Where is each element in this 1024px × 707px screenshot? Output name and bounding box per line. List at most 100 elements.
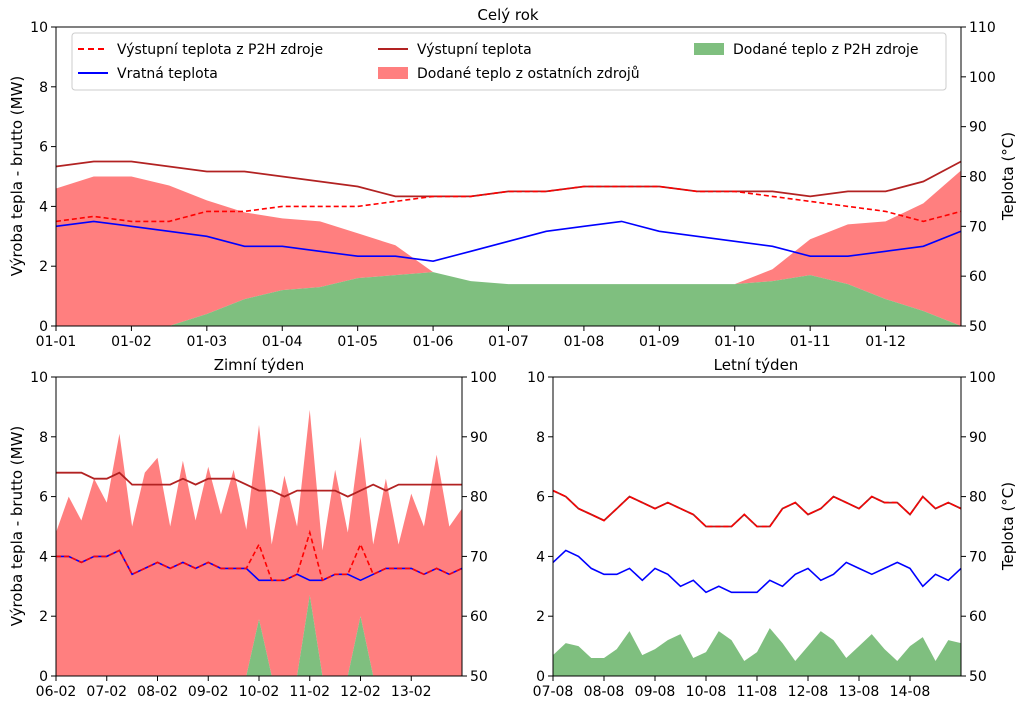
winter-title: Zimní týden xyxy=(214,356,305,374)
year-xtick-label: 01-06 xyxy=(413,334,454,350)
year-xtick-label: 01-12 xyxy=(865,334,906,350)
winter-area-heat-p2h xyxy=(56,595,462,676)
year-plot-content xyxy=(55,160,962,326)
winter-plot-content xyxy=(56,409,463,676)
year-area-heat-p2h xyxy=(56,272,961,326)
winter-ytick-right-label: 50 xyxy=(470,669,488,685)
winter-ytick-left-label: 10 xyxy=(30,370,48,386)
summer-ytick-right-label: 50 xyxy=(969,669,987,685)
winter-xtick-label: 08-02 xyxy=(137,684,178,700)
year-ytick-left-label: 6 xyxy=(39,140,48,156)
winter-line-outlet xyxy=(56,471,462,498)
year-ytick-left-label: 8 xyxy=(39,80,48,96)
summer-title: Letní týden xyxy=(714,356,799,374)
year-line-outlet xyxy=(55,160,962,198)
year-xtick-label: 01-02 xyxy=(111,334,152,350)
legend-swatch-heat-p2h xyxy=(694,43,724,55)
year-ytick-right-label: 110 xyxy=(969,20,996,36)
summer-xtick-label: 14-08 xyxy=(890,684,931,700)
year-ticks: 0 2 4 6 8 10 50 60 70 80 90 100 110 01-01 01-02 01-03 01… xyxy=(30,20,996,350)
summer-ytick-left-label: 0 xyxy=(536,669,545,685)
summer-xtick-label: 07-08 xyxy=(533,684,574,700)
year-ytick-right-label: 80 xyxy=(969,170,987,186)
winter-ytick-left-label: 8 xyxy=(39,430,48,446)
winter-ylabel-left: Výroba tepla - brutto (MW) xyxy=(8,426,26,627)
winter-ytick-left-label: 4 xyxy=(39,549,48,565)
winter-ytick-right-label: 70 xyxy=(470,549,488,565)
summer-plot-content xyxy=(552,489,962,676)
year-ytick-left-label: 0 xyxy=(39,319,48,335)
summer-line-return xyxy=(552,549,962,594)
winter-ytick-right-label: 100 xyxy=(470,370,497,386)
year-ytick-left-label: 4 xyxy=(39,199,48,215)
summer-line-p2h-outlet xyxy=(552,489,962,528)
year-xtick-label: 01-04 xyxy=(262,334,303,350)
winter-area-heat-other xyxy=(56,409,462,676)
winter-xtick-label: 10-02 xyxy=(239,684,280,700)
summer-ticks: 0 2 4 6 8 10 50 60 70 80 90 100 07-08 08-08 09-08 10-08… xyxy=(527,370,996,700)
summer-ytick-left-label: 6 xyxy=(536,490,545,506)
year-xtick-label: 01-07 xyxy=(488,334,529,350)
year-xtick-label: 01-10 xyxy=(714,334,755,350)
year-xtick-label: 01-01 xyxy=(36,334,77,350)
summer-ytick-left-label: 8 xyxy=(536,430,545,446)
year-ytick-right-label: 60 xyxy=(969,269,987,285)
year-ytick-right-label: 100 xyxy=(969,70,996,86)
year-xtick-label: 01-09 xyxy=(639,334,680,350)
summer-line-outlet xyxy=(552,489,962,528)
panel-summer: 0 2 4 6 8 10 50 60 70 80 90 100 07-08 08-08 09-08 10-08… xyxy=(527,356,1017,700)
winter-ytick-left-label: 6 xyxy=(39,490,48,506)
winter-ytick-right-label: 90 xyxy=(470,430,488,446)
winter-ytick-right-label: 60 xyxy=(470,609,488,625)
summer-xtick-label: 09-08 xyxy=(635,684,676,700)
winter-line-p2h-outlet xyxy=(56,529,463,582)
legend-label-heat-other: Dodané teplo z ostatních zdrojů xyxy=(417,66,640,82)
summer-ytick-left-label: 2 xyxy=(536,609,545,625)
summer-xtick-label: 12-08 xyxy=(788,684,829,700)
summer-ytick-left-label: 10 xyxy=(527,370,545,386)
winter-xtick-label: 11-02 xyxy=(289,684,330,700)
legend-frame xyxy=(71,32,947,91)
winter-xtick-label: 09-02 xyxy=(188,684,229,700)
legend-label-p2h-outlet: Výstupní teplota z P2H zdroje xyxy=(117,42,323,58)
winter-ytick-right-label: 80 xyxy=(470,490,488,506)
year-line-p2h-outlet xyxy=(55,185,962,223)
winter-ticks: 0 2 4 6 8 10 50 60 70 80 90 100 06-02 07-02 08-02 09-02… xyxy=(30,370,497,700)
summer-xtick-label: 11-08 xyxy=(737,684,778,700)
year-ytick-right-label: 70 xyxy=(969,219,987,235)
winter-ytick-left-label: 0 xyxy=(39,669,48,685)
summer-ytick-right-label: 80 xyxy=(969,490,987,506)
year-title: Celý rok xyxy=(477,6,539,24)
panel-year: 0 2 4 6 8 10 50 60 70 80 90 100 110 01-01 01-02 01-03 01… xyxy=(8,6,1017,350)
legend-label-outlet: Výstupní teplota xyxy=(417,42,532,58)
summer-ytick-left-label: 4 xyxy=(536,549,545,565)
summer-xtick-label: 13-08 xyxy=(839,684,880,700)
year-legend: Výstupní teplota z P2H zdroje Vratná tep… xyxy=(71,32,947,91)
year-ytick-left-label: 10 xyxy=(30,20,48,36)
summer-xtick-label: 08-08 xyxy=(584,684,625,700)
year-ytick-left-label: 2 xyxy=(39,259,48,275)
year-xtick-label: 01-11 xyxy=(790,334,831,350)
winter-xtick-label: 13-02 xyxy=(391,684,432,700)
year-line-return xyxy=(55,220,962,263)
summer-ylabel-right: Teplota (°C) xyxy=(999,482,1017,571)
summer-ytick-right-label: 100 xyxy=(969,370,996,386)
legend-label-return: Vratná teplota xyxy=(117,66,218,82)
winter-xtick-label: 12-02 xyxy=(340,684,381,700)
year-ylabel-right: Teplota (°C) xyxy=(999,132,1017,221)
year-ytick-right-label: 50 xyxy=(969,319,987,335)
summer-ytick-right-label: 60 xyxy=(969,609,987,625)
year-ylabel-left: Výroba tepla - brutto (MW) xyxy=(8,76,26,277)
year-ytick-right-label: 90 xyxy=(969,120,987,136)
panel-winter: 0 2 4 6 8 10 50 60 70 80 90 100 06-02 07-02 08-02 09-02… xyxy=(8,356,497,700)
summer-ytick-right-label: 90 xyxy=(969,430,987,446)
year-xtick-label: 01-08 xyxy=(564,334,605,350)
summer-ytick-right-label: 70 xyxy=(969,549,987,565)
year-area-heat-other xyxy=(56,170,961,326)
legend-swatch-heat-other xyxy=(378,67,408,79)
year-xtick-label: 01-03 xyxy=(186,334,227,350)
winter-ytick-left-label: 2 xyxy=(39,609,48,625)
year-xtick-label: 01-05 xyxy=(337,334,378,350)
winter-xtick-label: 07-02 xyxy=(86,684,127,700)
